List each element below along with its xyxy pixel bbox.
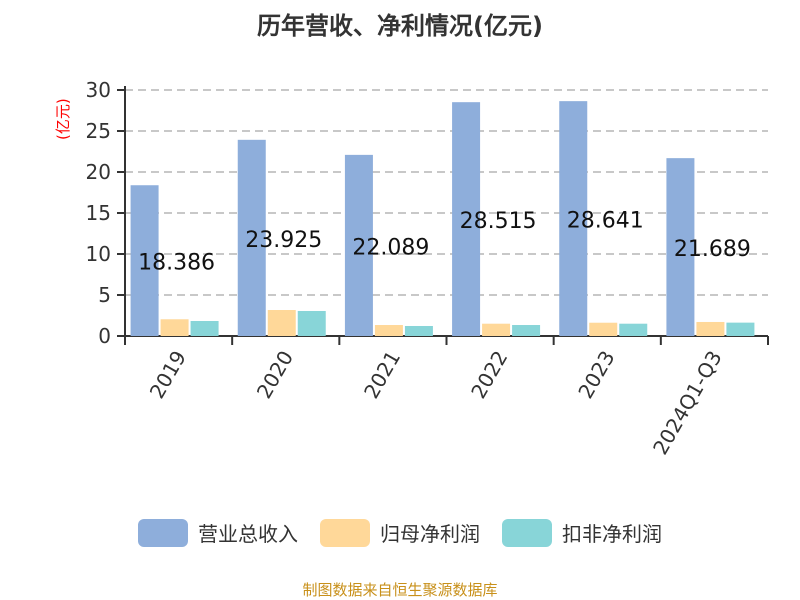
legend-item[interactable]: 扣非净利润: [502, 518, 662, 547]
y-tick-label: 10: [86, 242, 111, 266]
bar-2: [160, 319, 189, 336]
bar-1: [237, 139, 266, 336]
legend-label: 扣非净利润: [562, 522, 662, 546]
bar-1: [130, 185, 159, 336]
legend: 营业总收入 归母净利润 扣非净利润: [0, 518, 800, 547]
bar-2: [696, 321, 725, 336]
data-label: 28.641: [567, 209, 644, 234]
legend-item[interactable]: 营业总收入: [138, 518, 298, 547]
legend-swatch: [138, 518, 188, 547]
legend-swatch: [502, 518, 552, 547]
bar-1: [452, 102, 481, 336]
x-tick-label: 2022: [466, 347, 512, 403]
x-tick-label: 2019: [145, 347, 191, 403]
y-tick-label: 0: [98, 324, 111, 348]
bar-3: [404, 325, 433, 336]
x-tick-label: 2021: [359, 347, 405, 403]
y-tick-label: 5: [98, 283, 111, 307]
y-tick-label: 20: [86, 160, 111, 184]
x-tick-label: 2020: [252, 347, 298, 403]
bar-1: [344, 154, 373, 336]
bar-3: [619, 323, 648, 336]
bar-3: [297, 310, 326, 336]
x-tick-label: 2024Q1-Q3: [648, 347, 727, 459]
y-tick-label: 30: [86, 78, 111, 102]
legend-label: 营业总收入: [198, 522, 298, 546]
x-tick-label: 2023: [573, 347, 619, 403]
source-note: 制图数据来自恒生聚源数据库: [302, 581, 498, 599]
legend-label: 归母净利润: [380, 522, 480, 546]
bar-3: [512, 325, 541, 336]
chart-title: 历年营收、净利情况(亿元): [257, 12, 543, 40]
bar-2: [482, 323, 511, 336]
bar-1: [666, 158, 695, 336]
data-label: 21.689: [674, 237, 751, 262]
y-tick-label: 15: [86, 201, 111, 225]
legend-item[interactable]: 归母净利润: [320, 518, 480, 547]
bar-2: [589, 322, 618, 336]
bar-3: [190, 320, 219, 336]
bar-2: [374, 325, 403, 336]
bar-1: [559, 101, 588, 336]
bar-2: [267, 310, 296, 336]
legend-swatch: [320, 518, 370, 547]
data-label: 23.925: [245, 228, 322, 253]
y-tick-label: 25: [86, 119, 111, 143]
data-label: 18.386: [138, 251, 215, 276]
data-label: 28.515: [460, 209, 537, 234]
data-label: 22.089: [352, 235, 429, 260]
bar-3: [726, 322, 755, 336]
